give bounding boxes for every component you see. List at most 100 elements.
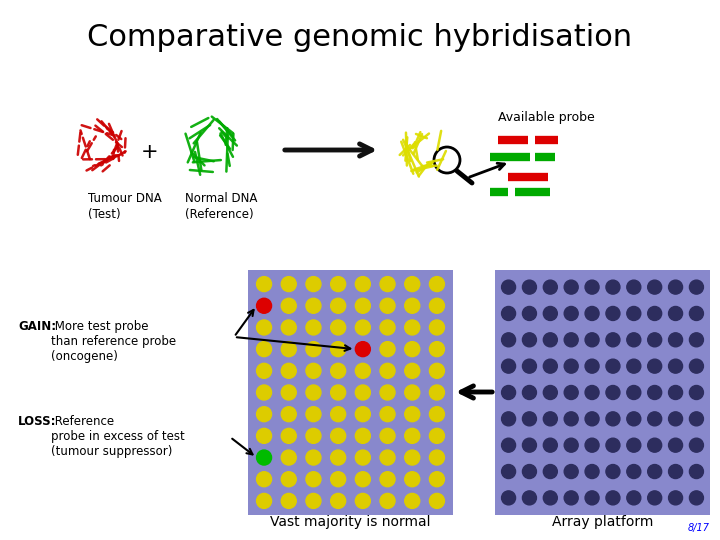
Text: LOSS:: LOSS: [18, 415, 56, 428]
Circle shape [330, 298, 346, 313]
Circle shape [564, 333, 578, 347]
Circle shape [669, 438, 683, 452]
Circle shape [429, 472, 444, 487]
Circle shape [356, 494, 370, 508]
Circle shape [585, 438, 599, 452]
Circle shape [606, 359, 620, 373]
Circle shape [405, 363, 420, 379]
Circle shape [405, 407, 420, 422]
Circle shape [648, 491, 662, 505]
Text: More test probe
than reference probe
(oncogene): More test probe than reference probe (on… [51, 320, 176, 363]
Circle shape [690, 307, 703, 320]
Circle shape [648, 333, 662, 347]
Circle shape [606, 438, 620, 452]
Circle shape [585, 464, 599, 478]
Circle shape [502, 438, 516, 452]
Circle shape [380, 428, 395, 443]
Circle shape [544, 307, 557, 320]
Circle shape [648, 280, 662, 294]
Circle shape [627, 412, 641, 426]
Circle shape [544, 412, 557, 426]
Circle shape [330, 342, 346, 356]
Circle shape [502, 412, 516, 426]
Text: Array platform: Array platform [552, 515, 653, 529]
Text: Vast majority is normal: Vast majority is normal [270, 515, 431, 529]
Circle shape [405, 450, 420, 465]
Circle shape [544, 280, 557, 294]
Circle shape [564, 280, 578, 294]
Circle shape [256, 494, 271, 508]
Circle shape [256, 472, 271, 487]
Circle shape [502, 333, 516, 347]
Circle shape [306, 363, 321, 379]
Circle shape [256, 450, 271, 465]
Circle shape [523, 412, 536, 426]
Circle shape [669, 307, 683, 320]
Circle shape [502, 386, 516, 400]
Circle shape [627, 438, 641, 452]
Circle shape [585, 333, 599, 347]
Circle shape [282, 472, 296, 487]
Circle shape [330, 363, 346, 379]
Circle shape [356, 450, 370, 465]
Text: Tumour DNA
(Test): Tumour DNA (Test) [88, 192, 162, 221]
Circle shape [356, 276, 370, 292]
Circle shape [669, 333, 683, 347]
Circle shape [429, 385, 444, 400]
Circle shape [356, 363, 370, 379]
Circle shape [523, 464, 536, 478]
Circle shape [330, 472, 346, 487]
Circle shape [544, 438, 557, 452]
Circle shape [544, 464, 557, 478]
Circle shape [564, 491, 578, 505]
Circle shape [502, 280, 516, 294]
Circle shape [405, 320, 420, 335]
Circle shape [585, 307, 599, 320]
Circle shape [690, 333, 703, 347]
Circle shape [282, 428, 296, 443]
Circle shape [256, 385, 271, 400]
Text: Normal DNA
(Reference): Normal DNA (Reference) [185, 192, 257, 221]
Circle shape [256, 407, 271, 422]
Circle shape [282, 320, 296, 335]
Circle shape [585, 412, 599, 426]
Circle shape [330, 276, 346, 292]
Circle shape [380, 342, 395, 356]
Circle shape [306, 298, 321, 313]
Circle shape [648, 412, 662, 426]
Circle shape [429, 298, 444, 313]
Circle shape [306, 472, 321, 487]
Text: Comparative genomic hybridisation: Comparative genomic hybridisation [87, 24, 633, 52]
Circle shape [606, 491, 620, 505]
Text: 8/17: 8/17 [688, 523, 710, 533]
Circle shape [306, 385, 321, 400]
Circle shape [690, 280, 703, 294]
Text: Available probe: Available probe [498, 111, 595, 125]
Circle shape [330, 385, 346, 400]
Circle shape [380, 385, 395, 400]
Circle shape [306, 320, 321, 335]
Circle shape [256, 276, 271, 292]
Circle shape [405, 276, 420, 292]
Circle shape [356, 320, 370, 335]
FancyBboxPatch shape [495, 270, 710, 515]
Circle shape [502, 359, 516, 373]
Circle shape [306, 428, 321, 443]
Circle shape [356, 342, 370, 356]
Circle shape [564, 438, 578, 452]
Circle shape [405, 298, 420, 313]
Circle shape [356, 407, 370, 422]
Circle shape [606, 280, 620, 294]
Circle shape [282, 450, 296, 465]
Circle shape [690, 438, 703, 452]
Circle shape [380, 472, 395, 487]
Circle shape [564, 412, 578, 426]
Circle shape [523, 280, 536, 294]
Circle shape [256, 342, 271, 356]
Circle shape [356, 472, 370, 487]
Circle shape [669, 280, 683, 294]
Circle shape [606, 386, 620, 400]
Circle shape [256, 298, 271, 313]
Circle shape [606, 333, 620, 347]
Circle shape [256, 363, 271, 379]
